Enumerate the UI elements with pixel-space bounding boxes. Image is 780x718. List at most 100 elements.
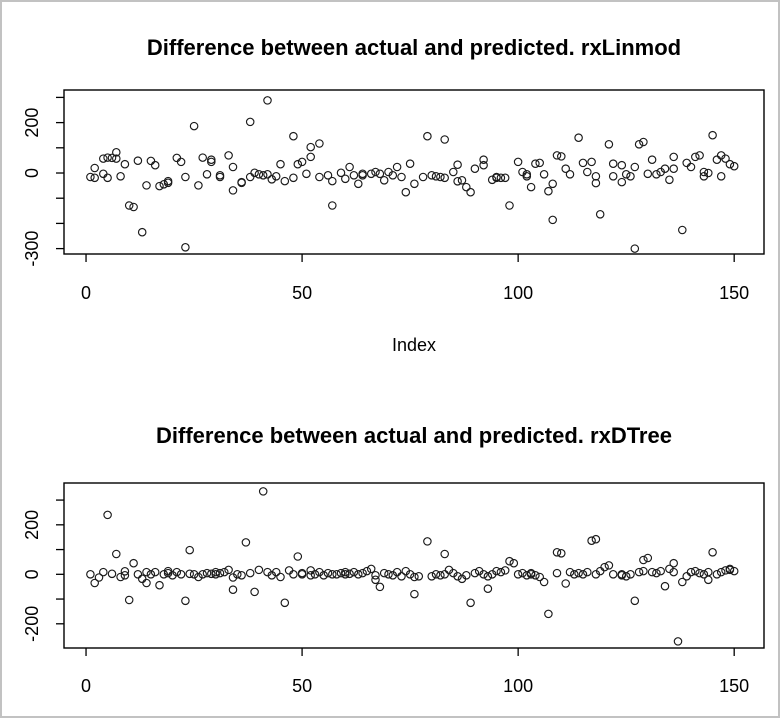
- data-point: [457, 176, 467, 185]
- data-point: [479, 570, 488, 579]
- data-point: [289, 173, 298, 183]
- data-point: [176, 570, 186, 579]
- data-point: [634, 140, 644, 149]
- data-point: [492, 566, 501, 576]
- data-point: [267, 175, 277, 184]
- data-point: [617, 160, 627, 170]
- data-point: [328, 201, 337, 210]
- data-point: [453, 572, 462, 581]
- data-point: [224, 151, 233, 160]
- data-point: [526, 568, 536, 578]
- data-point: [427, 171, 436, 180]
- data-point: [712, 155, 722, 164]
- data-point: [639, 137, 648, 147]
- data-point: [207, 569, 216, 579]
- data-point: [215, 172, 225, 182]
- data-point: [103, 153, 112, 162]
- data-point: [552, 568, 562, 578]
- data-point: [647, 567, 657, 577]
- data-point: [345, 162, 354, 172]
- x-axis-label-index: Index: [391, 335, 437, 355]
- y-axis-tick-label: 200: [22, 108, 42, 138]
- data-point: [366, 169, 376, 179]
- data-point: [302, 169, 311, 179]
- data-point: [704, 575, 713, 585]
- data-point: [583, 167, 592, 177]
- data-point: [466, 598, 475, 608]
- data-point: [345, 569, 354, 579]
- data-point: [137, 574, 147, 584]
- data-point: [323, 171, 333, 180]
- data-point: [280, 598, 290, 608]
- data-point: [557, 549, 566, 558]
- data-point: [133, 156, 143, 165]
- data-point: [245, 117, 255, 127]
- data-point: [634, 567, 644, 577]
- data-point: [99, 567, 108, 577]
- data-point: [258, 171, 268, 180]
- data-point: [505, 201, 514, 210]
- data-point: [721, 154, 730, 163]
- data-point: [410, 589, 419, 599]
- data-point: [427, 572, 436, 581]
- data-point: [315, 139, 324, 148]
- data-point: [332, 570, 341, 579]
- data-point: [228, 585, 238, 594]
- data-point: [669, 152, 678, 162]
- data-point: [522, 571, 532, 580]
- data-point: [289, 131, 298, 141]
- data-point: [535, 572, 544, 582]
- data-point: [522, 172, 532, 181]
- data-point: [699, 570, 709, 579]
- data-point: [142, 578, 151, 588]
- data-point: [172, 567, 182, 577]
- data-point: [440, 549, 449, 559]
- data-point: [626, 570, 635, 579]
- x-axis-tick-label: 50: [292, 676, 312, 696]
- data-point: [181, 596, 190, 606]
- data-point: [630, 162, 640, 172]
- data-point: [319, 571, 328, 580]
- x-axis-tick-label: 150: [719, 676, 749, 696]
- data-point: [86, 172, 95, 182]
- y-axis-tick-label: -200: [22, 606, 42, 642]
- data-point: [492, 172, 501, 182]
- data-point: [103, 173, 112, 183]
- data-point: [341, 174, 350, 184]
- data-point: [570, 570, 579, 579]
- data-point: [90, 173, 99, 183]
- y-axis-tick-label: -300: [22, 231, 42, 267]
- chart-title-rxlinmod: Difference between actual and predicted.…: [146, 35, 682, 60]
- data-point: [155, 580, 164, 590]
- data-point: [202, 568, 212, 578]
- data-point: [99, 169, 108, 179]
- data-point: [211, 567, 220, 577]
- data-point: [600, 562, 609, 572]
- data-point: [276, 572, 285, 582]
- data-point: [483, 572, 493, 581]
- data-point: [500, 173, 510, 183]
- data-point: [185, 569, 194, 579]
- data-point: [595, 210, 605, 219]
- data-point: [94, 573, 104, 582]
- data-point: [271, 172, 281, 181]
- data-point: [379, 176, 389, 185]
- data-point: [354, 179, 363, 189]
- data-point: [678, 577, 687, 587]
- data-point: [155, 181, 164, 191]
- data-point: [189, 570, 199, 579]
- data-point: [496, 567, 506, 577]
- data-point: [509, 558, 519, 568]
- data-point: [725, 159, 735, 169]
- data-point: [237, 571, 246, 580]
- data-point: [565, 567, 575, 577]
- data-point: [181, 172, 190, 182]
- data-point: [691, 152, 700, 162]
- data-point: [716, 567, 726, 577]
- data-point: [289, 570, 298, 579]
- data-point: [587, 157, 596, 167]
- data-point: [228, 162, 238, 172]
- data-point: [487, 175, 497, 185]
- data-point: [591, 178, 601, 188]
- data-point: [328, 570, 337, 579]
